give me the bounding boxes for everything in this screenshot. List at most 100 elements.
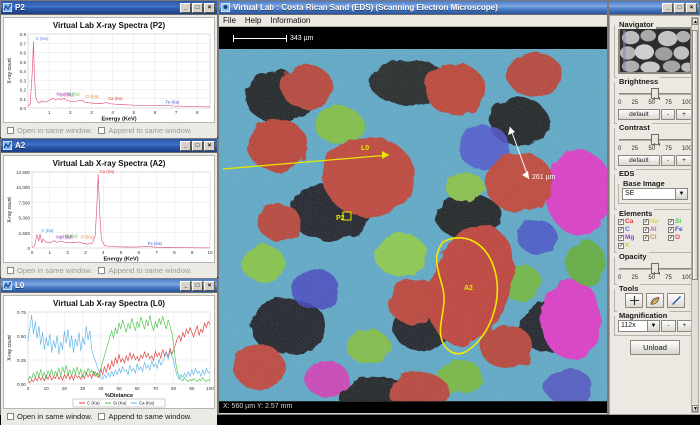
sem-image[interactable] xyxy=(219,27,607,413)
close-button[interactable]: × xyxy=(204,140,215,151)
unload-row[interactable]: Unload xyxy=(614,340,696,355)
area-tool-icon[interactable] xyxy=(646,293,664,308)
scrollbar-thumb[interactable] xyxy=(692,30,698,280)
element-checkbox-mg[interactable]: ✓ Mg xyxy=(618,234,642,241)
checkbox-icon[interactable] xyxy=(7,127,14,134)
scroll-down-icon[interactable]: ▼ xyxy=(692,405,698,412)
maximize-button[interactable]: □ xyxy=(192,2,203,13)
element-checkbox-fe[interactable]: ✓ Fe xyxy=(668,226,692,233)
contrast-slider[interactable] xyxy=(619,134,691,146)
spectra-window-a2[interactable]: A2 _ □ × Virtual Lab X-ray Spectra (A2) … xyxy=(0,138,218,279)
checkbox-icon[interactable] xyxy=(98,267,106,274)
checkbox-icon[interactable] xyxy=(98,127,106,134)
append-to-same-window-checkbox-l0[interactable]: Append to same window. xyxy=(98,412,192,421)
maximize-button[interactable]: □ xyxy=(192,140,203,151)
append-to-same-window-checkbox-a2[interactable]: Append to same window. xyxy=(98,266,192,275)
menubar[interactable]: File Help Information xyxy=(219,15,607,27)
spectra-window-l0[interactable]: L0 _ □ × Virtual Lab X-ray Spectra (L0) … xyxy=(0,278,218,425)
chart-p2[interactable]: 0.0 0.1 0.2 0.3 0.4 0.5 0.6 0.7 0.8 1 2 3 4 5 6 7 8 C (Ka… xyxy=(6,30,212,122)
menu-item-file[interactable]: File xyxy=(223,16,236,25)
sem-image-viewport[interactable]: 343 µm L0 261 µm P2 A2 X: 560 µm Y: 2.57… xyxy=(219,27,607,413)
spectra-window-p2[interactable]: P2 _ □ × Virtual Lab X-ray Spectra (P2) … xyxy=(0,0,218,139)
minimize-button[interactable]: _ xyxy=(180,140,191,151)
line-tool-icon[interactable] xyxy=(667,293,685,308)
titlebar-a2[interactable]: A2 _ □ × xyxy=(1,139,217,153)
menu-item-help[interactable]: Help xyxy=(244,16,262,25)
minimize-button[interactable]: _ xyxy=(180,280,191,291)
chart-a2[interactable]: 0 2,500 5,000 7,500 10,000 12,500 0 1 2 3 4 5 6 7 8 9 10… xyxy=(6,168,213,262)
titlebar-p2[interactable]: P2 _ □ × xyxy=(1,1,217,15)
minimize-button[interactable]: _ xyxy=(180,2,191,13)
magnification-select[interactable]: 112x ▼ xyxy=(618,320,660,332)
brightness-slider[interactable] xyxy=(619,88,691,100)
chart-options-p2[interactable]: Open in same window. Append to same wind… xyxy=(3,123,215,137)
tools-row[interactable] xyxy=(618,293,692,308)
element-checkbox-al[interactable]: ✓ Al xyxy=(643,226,667,233)
checkbox-icon[interactable]: ✓ xyxy=(618,218,624,225)
chevron-down-icon[interactable]: ▼ xyxy=(675,189,687,199)
checkbox-icon[interactable]: ✓ xyxy=(668,226,674,233)
titlebar-l0[interactable]: L0 _ □ × xyxy=(1,279,217,293)
element-checkbox-si[interactable]: ✓ Si xyxy=(668,218,692,225)
chart-options-l0[interactable]: Open in same window. Append to same wind… xyxy=(3,409,215,423)
checkbox-icon[interactable] xyxy=(7,413,14,420)
point-tool-icon[interactable] xyxy=(625,293,643,308)
append-to-same-window-checkbox-p2[interactable]: Append to same window. xyxy=(98,126,192,135)
slider-knob[interactable] xyxy=(651,88,660,100)
unload-button[interactable]: Unload xyxy=(630,340,680,355)
window-controls[interactable]: _ □ × xyxy=(662,2,697,13)
checkbox-icon[interactable]: ✓ xyxy=(643,226,649,233)
navigator-thumbnail[interactable] xyxy=(618,27,692,74)
window-controls[interactable]: _ □ × xyxy=(180,2,215,13)
base-image-select[interactable]: SE ▼ xyxy=(622,188,688,200)
element-checkbox-na[interactable]: ✓ Na xyxy=(643,218,667,225)
menu-item-information[interactable]: Information xyxy=(270,16,311,25)
close-button[interactable]: × xyxy=(204,280,215,291)
slider-knob[interactable] xyxy=(651,263,660,275)
magnification-minus-button[interactable]: - xyxy=(661,320,676,332)
element-checkbox-ca[interactable]: ✓ Ca xyxy=(618,218,642,225)
checkbox-icon[interactable] xyxy=(98,413,106,420)
checkbox-icon[interactable]: ✓ xyxy=(643,218,649,225)
brightness-plus-button[interactable]: + xyxy=(676,109,692,120)
window-controls[interactable]: _ □ × xyxy=(180,280,215,291)
contrast-plus-button[interactable]: + xyxy=(676,155,692,166)
contrast-buttons[interactable]: default - + xyxy=(618,155,692,166)
close-button[interactable]: × xyxy=(204,2,215,13)
brightness-default-button[interactable]: default xyxy=(618,109,660,120)
magnification-row[interactable]: 112x ▼ - + xyxy=(618,320,692,332)
brightness-minus-button[interactable]: - xyxy=(660,109,676,120)
chart-l0[interactable]: 0.00 0.25 0.50 0.75 0 10 20 30 40 50 60 70 80 90 100 %D… xyxy=(6,308,214,408)
scroll-up-icon[interactable]: ▲ xyxy=(692,18,698,25)
checkbox-icon[interactable]: ✓ xyxy=(618,234,624,241)
right-panel-titlebar[interactable]: _ □ × xyxy=(609,1,699,15)
element-checkbox-k[interactable]: ✓ K xyxy=(618,242,642,249)
element-checkbox-cl[interactable]: ✓ Cl xyxy=(643,234,667,241)
elements-grid[interactable]: ✓ Ca ✓ Na ✓ Si ✓ C ✓ Al ✓ Fe ✓ Mg ✓ Cl ✓ O ✓ K xyxy=(618,218,692,249)
magnification-plus-button[interactable]: + xyxy=(677,320,692,332)
checkbox-icon[interactable]: ✓ xyxy=(668,234,674,241)
opacity-slider[interactable] xyxy=(619,263,691,275)
open-in-same-window-checkbox-p2[interactable]: Open in same window. xyxy=(7,126,92,135)
maximize-button[interactable]: □ xyxy=(674,2,685,13)
panel-scrollbar[interactable]: ▲ ▼ xyxy=(691,17,699,413)
checkbox-icon[interactable]: ✓ xyxy=(668,218,674,225)
contrast-default-button[interactable]: default xyxy=(618,155,660,166)
chart-options-a2[interactable]: Open in same window. Append to same wind… xyxy=(3,263,215,277)
main-titlebar[interactable]: Virtual Lab : Costa Rican Sand (EDS) (Sc… xyxy=(219,1,607,15)
maximize-button[interactable]: □ xyxy=(192,280,203,291)
slider-knob[interactable] xyxy=(651,134,660,146)
open-in-same-window-checkbox-a2[interactable]: Open in same window. xyxy=(7,266,92,275)
close-button[interactable]: × xyxy=(686,2,697,13)
checkbox-icon[interactable]: ✓ xyxy=(643,234,649,241)
main-window[interactable]: Virtual Lab : Costa Rican Sand (EDS) (Sc… xyxy=(218,0,608,415)
contrast-minus-button[interactable]: - xyxy=(660,155,676,166)
minimize-button[interactable]: _ xyxy=(662,2,673,13)
window-controls[interactable]: _ □ × xyxy=(180,140,215,151)
brightness-buttons[interactable]: default - + xyxy=(618,109,692,120)
element-checkbox-o[interactable]: ✓ O xyxy=(668,234,692,241)
checkbox-icon[interactable] xyxy=(7,267,14,274)
checkbox-icon[interactable]: ✓ xyxy=(618,226,624,233)
checkbox-icon[interactable]: ✓ xyxy=(618,242,624,249)
element-checkbox-c[interactable]: ✓ C xyxy=(618,226,642,233)
